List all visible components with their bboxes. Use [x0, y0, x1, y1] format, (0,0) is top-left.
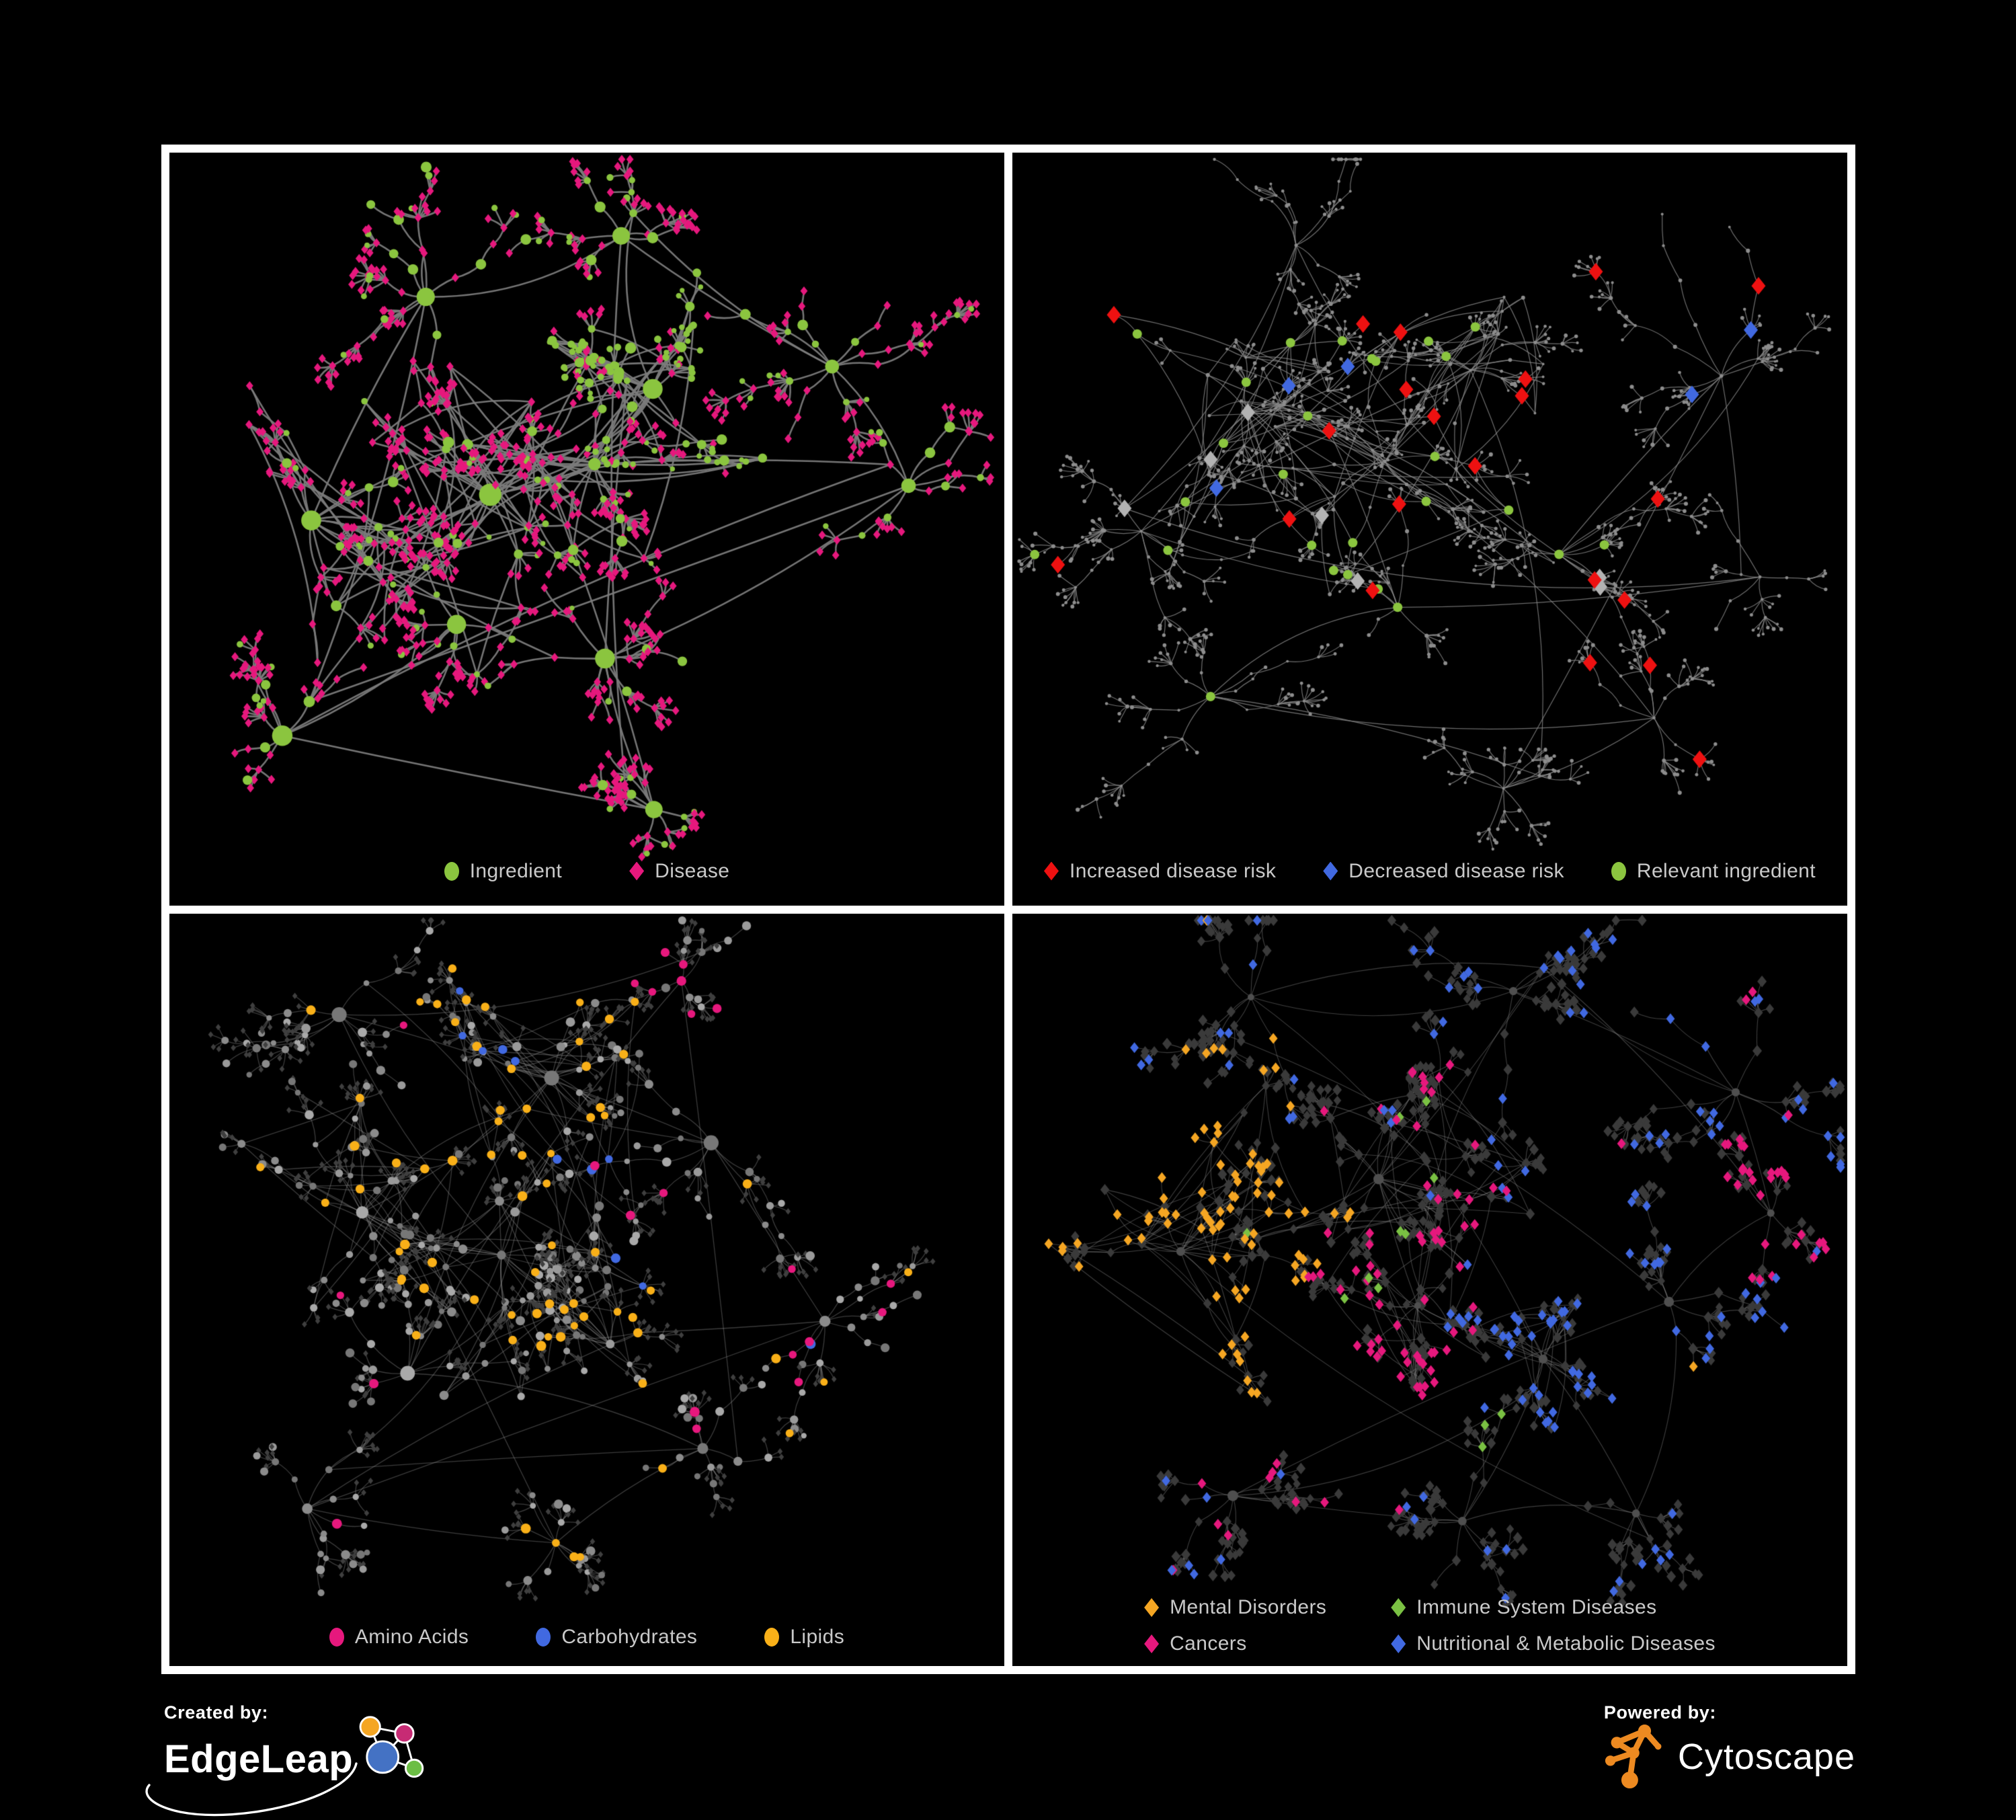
legend-item-relevant-ingredient: Relevant ingredient	[1611, 860, 1816, 883]
legend-ingredient-disease: Ingredient Disease	[169, 860, 1004, 883]
network-canvas-ingredient-disease	[169, 153, 1004, 906]
disease-swatch-icon	[629, 861, 645, 881]
ingredient-swatch-icon	[444, 861, 459, 881]
legend-disease-risk: Increased disease risk Decreased disease…	[1012, 860, 1847, 883]
created-by-label: Created by:	[164, 1702, 269, 1723]
legend-item-disease: Disease	[629, 860, 729, 883]
mental-disorders-swatch-icon	[1144, 1598, 1160, 1617]
credit-created-by: Created by: EdgeLeap	[145, 1702, 432, 1817]
legend-item-nutritional-metabolic-diseases: Nutritional & Metabolic Diseases	[1391, 1632, 1716, 1655]
immune-system-diseases-swatch-icon	[1391, 1598, 1406, 1617]
edgeleap-logo-icon	[359, 1716, 424, 1778]
legend-item-carbohydrates: Carbohydrates	[536, 1626, 697, 1649]
relevant-ingredient-swatch-icon	[1611, 861, 1626, 881]
cytoscape-logo-icon	[1605, 1725, 1662, 1789]
legend-label-lipids: Lipids	[790, 1626, 845, 1648]
panel-disease-risk: Increased disease risk Decreased disease…	[1012, 153, 1847, 906]
legend-item-ingredient: Ingredient	[444, 860, 562, 883]
legend-label-ingredient: Ingredient	[469, 859, 563, 882]
legend-compound-classes: Amino Acids Carbohydrates Lipids	[169, 1626, 1004, 1649]
panel-compound-classes: Amino Acids Carbohydrates Lipids	[169, 913, 1004, 1666]
legend-label-amino-acids: Amino Acids	[354, 1626, 469, 1648]
cytoscape-wordmark: Cytoscape	[1677, 1737, 1855, 1777]
legend-label-decreased-risk: Decreased disease risk	[1348, 859, 1564, 882]
carbohydrates-swatch-icon	[536, 1628, 551, 1647]
network-canvas-disease-risk	[1012, 153, 1847, 906]
cytoscape-brand: Cytoscape	[1604, 1725, 1855, 1789]
legend-label-mental-disorders: Mental Disorders	[1170, 1596, 1327, 1618]
legend-item-lipids: Lipids	[764, 1626, 844, 1649]
nutritional-metabolic-diseases-swatch-icon	[1391, 1634, 1406, 1653]
legend-item-increased-risk: Increased disease risk	[1044, 860, 1276, 883]
powered-by-label: Powered by:	[1603, 1702, 1716, 1723]
panel-disease-categories: Mental Disorders Immune System Diseases …	[1012, 913, 1847, 1666]
edgeleap-brand: EdgeLeap	[145, 1716, 432, 1817]
legend-label-carbohydrates: Carbohydrates	[561, 1626, 698, 1648]
increased-risk-swatch-icon	[1044, 861, 1059, 881]
legend-label-cancers: Cancers	[1170, 1632, 1247, 1655]
panel-ingredient-disease: Ingredient Disease	[169, 153, 1004, 906]
edgeleap-wordmark: EdgeLeap	[164, 1737, 354, 1781]
legend-item-mental-disorders: Mental Disorders	[1144, 1596, 1326, 1619]
decreased-risk-swatch-icon	[1323, 861, 1338, 881]
legend-disease-categories: Mental Disorders Immune System Diseases …	[1012, 1596, 1847, 1655]
lipids-swatch-icon	[764, 1628, 780, 1647]
legend-label-nutritional-metabolic-diseases: Nutritional & Metabolic Diseases	[1416, 1632, 1716, 1655]
legend-label-increased-risk: Increased disease risk	[1070, 859, 1277, 882]
legend-label-disease: Disease	[655, 859, 730, 882]
credit-powered-by: Powered by:	[1604, 1702, 1855, 1789]
amino-acids-swatch-icon	[329, 1628, 344, 1647]
panel-grid: Ingredient Disease Increased disease ris…	[161, 145, 1855, 1674]
legend-item-immune-system-diseases: Immune System Diseases	[1391, 1596, 1716, 1619]
network-canvas-compound-classes	[169, 913, 1004, 1666]
legend-label-relevant-ingredient: Relevant ingredient	[1636, 859, 1816, 882]
legend-item-decreased-risk: Decreased disease risk	[1323, 860, 1564, 883]
cancers-swatch-icon	[1144, 1634, 1160, 1653]
network-canvas-disease-categories	[1012, 913, 1847, 1666]
legend-item-amino-acids: Amino Acids	[329, 1626, 469, 1649]
legend-item-cancers: Cancers	[1144, 1632, 1326, 1655]
legend-label-immune-system-diseases: Immune System Diseases	[1416, 1596, 1657, 1618]
